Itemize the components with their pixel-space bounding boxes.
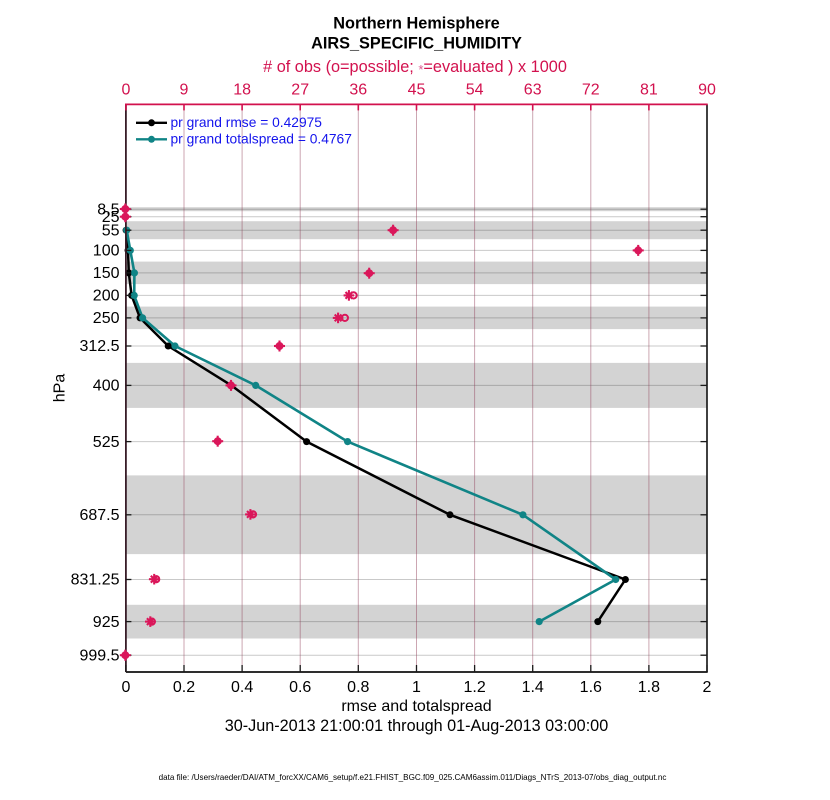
svg-text:55: 55 [102, 222, 120, 239]
svg-text:0: 0 [121, 679, 130, 696]
svg-text:150: 150 [93, 265, 120, 282]
svg-text:# of obs (o=possible; *=evalua: # of obs (o=possible; *=evaluated ) x 10… [263, 58, 567, 77]
svg-text:81: 81 [640, 82, 658, 99]
svg-text:0.4: 0.4 [231, 679, 253, 696]
svg-text:200: 200 [93, 288, 120, 305]
svg-text:925: 925 [93, 614, 120, 631]
svg-text:1.8: 1.8 [638, 679, 660, 696]
svg-text:AIRS_SPECIFIC_HUMIDITY: AIRS_SPECIFIC_HUMIDITY [311, 35, 522, 53]
svg-text:27: 27 [291, 82, 309, 99]
svg-text:250: 250 [93, 310, 120, 327]
svg-text:100: 100 [93, 243, 120, 260]
svg-text:1.2: 1.2 [463, 679, 485, 696]
svg-text:pr grand rmse = 0.42975: pr grand rmse = 0.42975 [171, 115, 323, 130]
svg-text:1.6: 1.6 [580, 679, 602, 696]
svg-text:18: 18 [233, 82, 251, 99]
svg-text:63: 63 [524, 82, 542, 99]
svg-text:999.5: 999.5 [79, 647, 119, 664]
svg-text:data file: /Users/raeder/DAI/A: data file: /Users/raeder/DAI/ATM_forcXX/… [159, 773, 667, 782]
svg-text:30-Jun-2013 21:00:01 through 0: 30-Jun-2013 21:00:01 through 01-Aug-2013… [225, 717, 608, 735]
svg-text:687.5: 687.5 [79, 507, 119, 524]
svg-text:0.8: 0.8 [347, 679, 369, 696]
svg-text:pr grand totalspread = 0.4767: pr grand totalspread = 0.4767 [171, 132, 352, 147]
svg-text:400: 400 [93, 378, 120, 395]
svg-text:1.4: 1.4 [522, 679, 544, 696]
svg-text:rmse and totalspread: rmse and totalspread [341, 698, 491, 715]
svg-text:2: 2 [703, 679, 712, 696]
svg-text:0: 0 [121, 82, 130, 99]
svg-text:Northern Hemisphere: Northern Hemisphere [333, 15, 499, 33]
svg-text:hPa: hPa [52, 374, 69, 403]
svg-text:54: 54 [466, 82, 484, 99]
svg-text:9: 9 [180, 82, 189, 99]
svg-text:312.5: 312.5 [79, 338, 119, 355]
svg-text:90: 90 [698, 82, 716, 99]
svg-text:45: 45 [408, 82, 426, 99]
svg-text:8.5: 8.5 [97, 201, 119, 218]
svg-text:25: 25 [102, 209, 120, 226]
svg-text:36: 36 [349, 82, 367, 99]
svg-text:0.6: 0.6 [289, 679, 311, 696]
svg-text:831.25: 831.25 [71, 572, 120, 589]
svg-text:0.2: 0.2 [173, 679, 195, 696]
svg-text:525: 525 [93, 434, 120, 451]
svg-text:72: 72 [582, 82, 600, 99]
svg-text:1: 1 [412, 679, 421, 696]
